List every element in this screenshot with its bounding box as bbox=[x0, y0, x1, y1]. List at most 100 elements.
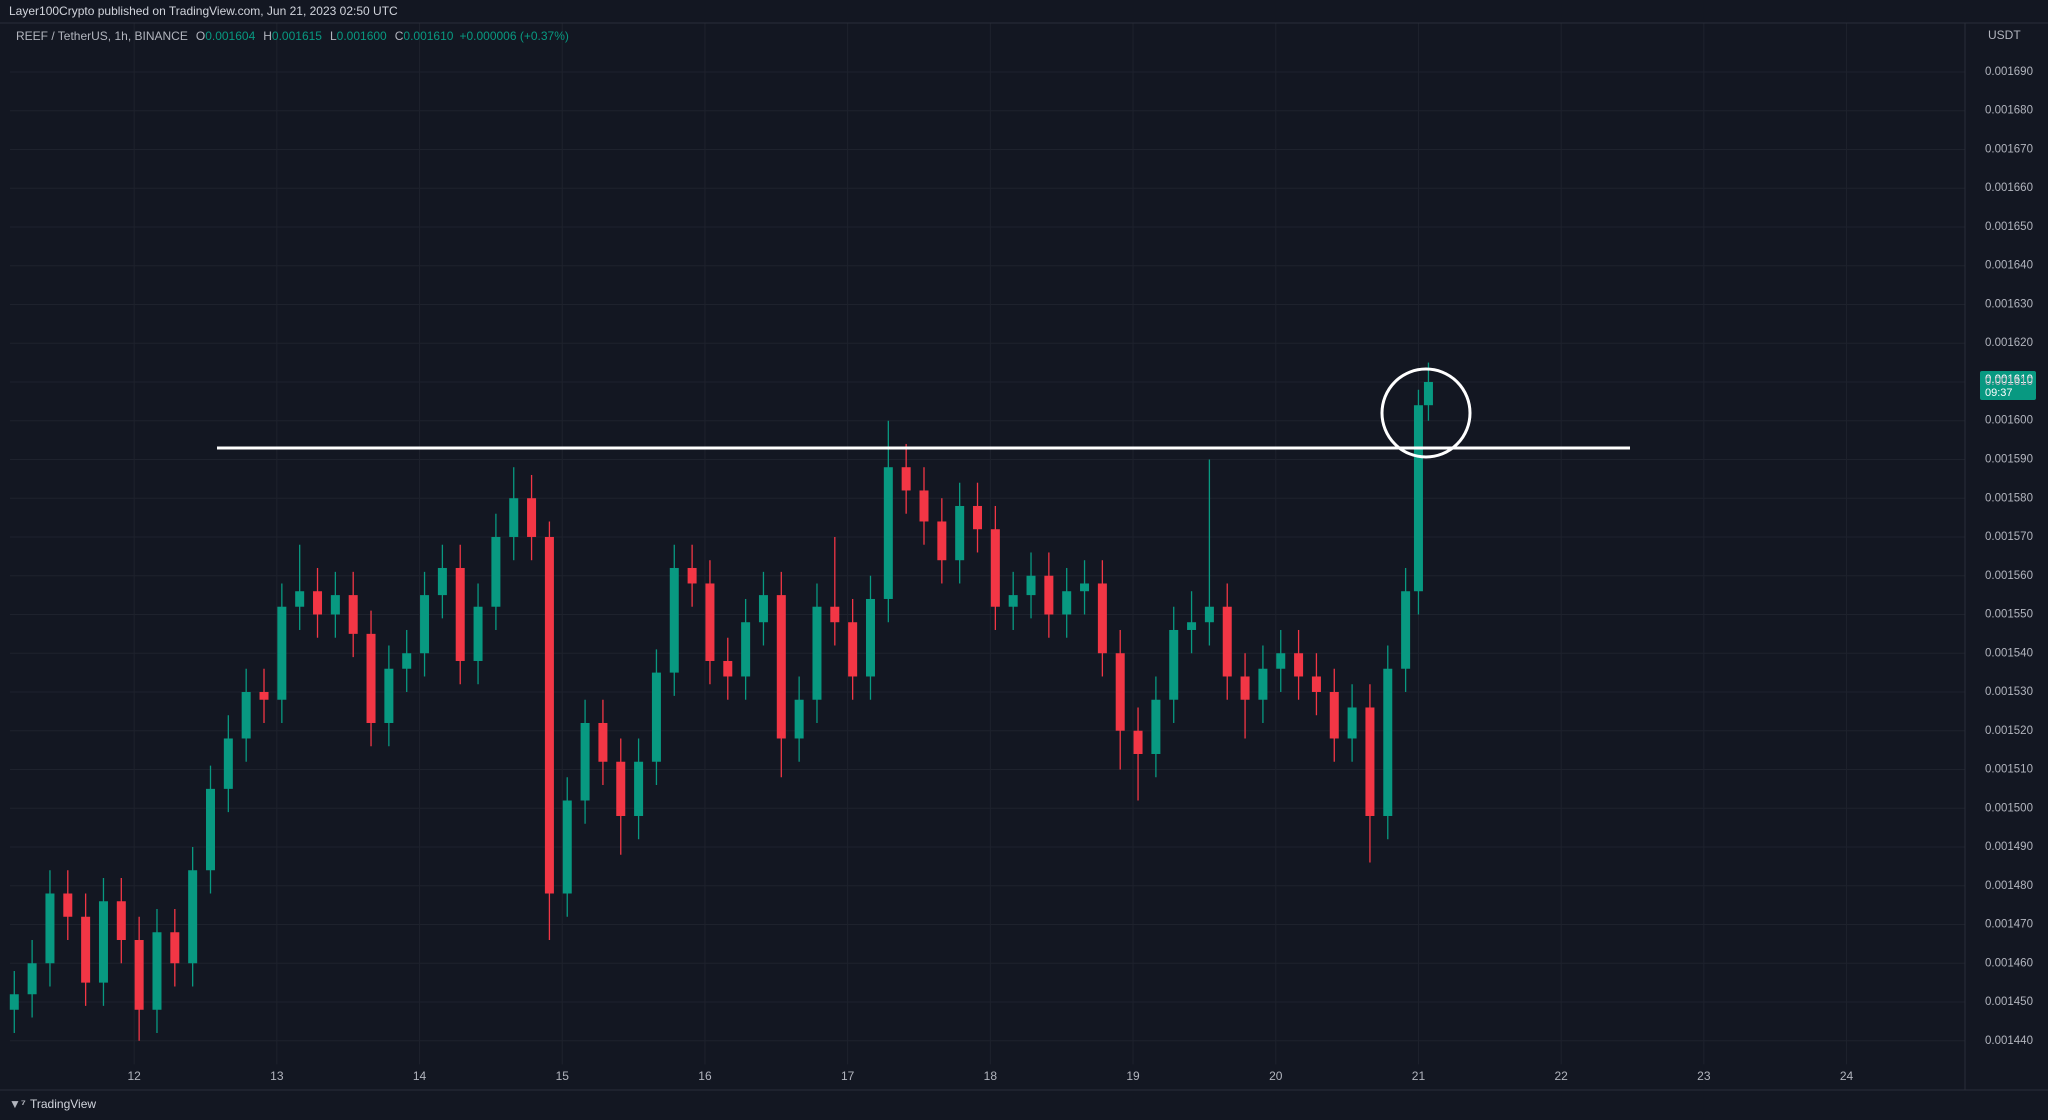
candle-body bbox=[562, 800, 572, 894]
candle-body bbox=[1062, 591, 1072, 615]
legend-key: O bbox=[196, 29, 205, 43]
y-tick-label: 0.001570 bbox=[1985, 531, 2033, 543]
candle-body bbox=[883, 467, 893, 599]
y-tick-label: 0.001580 bbox=[1985, 492, 2033, 504]
candle-body bbox=[651, 672, 661, 762]
y-tick-label: 0.001520 bbox=[1985, 725, 2033, 737]
candle-body bbox=[1311, 676, 1321, 692]
y-tick-label: 0.001620 bbox=[1985, 337, 2033, 349]
x-tick-label: 16 bbox=[698, 1069, 712, 1083]
y-tick-label: 0.001680 bbox=[1985, 105, 2033, 117]
y-tick-label: 0.001600 bbox=[1985, 415, 2033, 427]
candle-body bbox=[1240, 676, 1250, 700]
candle-body bbox=[955, 505, 965, 561]
x-tick-label: 13 bbox=[270, 1069, 284, 1083]
candle-body bbox=[420, 595, 430, 654]
legend-value: 0.001604 bbox=[205, 29, 255, 43]
y-tick-label: 0.001640 bbox=[1985, 260, 2033, 272]
candle-body bbox=[669, 567, 679, 673]
legend-value: 0.001615 bbox=[272, 29, 322, 43]
x-tick-label: 21 bbox=[1412, 1069, 1426, 1083]
candle-body bbox=[98, 901, 108, 983]
candle-body bbox=[384, 668, 394, 723]
footer-brand: TradingView bbox=[30, 1097, 96, 1111]
candle-body bbox=[330, 595, 340, 615]
candle-body bbox=[919, 490, 929, 522]
candle-body bbox=[473, 606, 483, 661]
candle-body bbox=[1383, 668, 1393, 816]
candle-body bbox=[1347, 707, 1357, 739]
header: Layer100Crypto published on TradingView.… bbox=[9, 4, 398, 18]
candle-body bbox=[63, 893, 73, 917]
candle-body bbox=[1044, 575, 1054, 615]
candle-body bbox=[901, 467, 911, 491]
legend-value: 0.001610 bbox=[403, 29, 453, 43]
legend-value: 0.001600 bbox=[337, 29, 387, 43]
countdown: 09:37 bbox=[1985, 387, 2013, 399]
candle-body bbox=[937, 521, 947, 561]
legend-key: L bbox=[330, 29, 337, 43]
legend-symbol: REEF / TetherUS, 1h, BINANCE bbox=[16, 29, 188, 43]
candle-body bbox=[1365, 707, 1375, 816]
candle-body bbox=[758, 595, 768, 623]
candle-body bbox=[241, 691, 251, 739]
candle-body bbox=[598, 722, 608, 762]
y-tick-label: 0.001440 bbox=[1985, 1035, 2033, 1047]
currency: USDT bbox=[1988, 28, 2021, 42]
candle-body bbox=[794, 699, 804, 739]
candle-body bbox=[277, 606, 287, 700]
y-tick-label: 0.001470 bbox=[1985, 919, 2033, 931]
candle-body bbox=[27, 963, 37, 995]
candle-body bbox=[776, 595, 786, 739]
y-tick-label: 0.001540 bbox=[1985, 647, 2033, 659]
candle-body bbox=[1329, 691, 1339, 739]
y-tick-label: 0.001490 bbox=[1985, 841, 2033, 853]
x-tick-label: 22 bbox=[1554, 1069, 1568, 1083]
footer-logo: ▼⁷ bbox=[9, 1097, 26, 1111]
candle-body bbox=[1133, 730, 1143, 754]
y-tick-label: 0.001660 bbox=[1985, 182, 2033, 194]
candle-body bbox=[188, 870, 198, 964]
x-tick-label: 17 bbox=[841, 1069, 855, 1083]
candle-body bbox=[1413, 405, 1423, 592]
candle-body bbox=[812, 606, 822, 700]
y-tick-label: 0.001480 bbox=[1985, 880, 2033, 892]
candle-body bbox=[509, 498, 519, 537]
candle-body bbox=[295, 591, 305, 607]
y-tick-label: 0.001590 bbox=[1985, 454, 2033, 466]
candle-body bbox=[616, 761, 626, 816]
candle-body bbox=[348, 595, 358, 634]
candle-body bbox=[1151, 699, 1161, 754]
y-tick-label: 0.001460 bbox=[1985, 957, 2033, 969]
candle-body bbox=[1008, 595, 1018, 607]
candle-body bbox=[437, 567, 447, 596]
candle-body bbox=[705, 583, 715, 661]
legend: REEF / TetherUS, 1h, BINANCE O0.001604 H0.… bbox=[16, 29, 569, 43]
candle-body bbox=[634, 761, 644, 816]
legend-key: C bbox=[395, 29, 404, 43]
x-tick-label: 23 bbox=[1697, 1069, 1711, 1083]
candle-body bbox=[1187, 622, 1197, 630]
candle-body bbox=[313, 591, 323, 615]
candle-body bbox=[170, 932, 180, 964]
y-tick-label: 0.001650 bbox=[1985, 221, 2033, 233]
candle-body bbox=[1258, 668, 1268, 700]
candle-body bbox=[1222, 606, 1232, 677]
candle-body bbox=[1401, 591, 1411, 669]
highlight-circle bbox=[1380, 367, 1472, 459]
candle-body bbox=[259, 691, 269, 700]
x-tick-label: 15 bbox=[556, 1069, 570, 1083]
x-tick-label: 19 bbox=[1126, 1069, 1140, 1083]
y-tick-label: 0.001610 bbox=[1985, 376, 2033, 388]
y-tick-label: 0.001690 bbox=[1985, 66, 2033, 78]
y-tick-label: 0.001560 bbox=[1985, 570, 2033, 582]
candle-body bbox=[81, 916, 91, 983]
y-tick-label: 0.001630 bbox=[1985, 298, 2033, 310]
candle-body bbox=[491, 536, 501, 607]
candle-body bbox=[402, 653, 412, 669]
candle-body bbox=[1294, 653, 1304, 677]
candle-body bbox=[152, 932, 162, 1010]
candle-body bbox=[1423, 381, 1433, 406]
